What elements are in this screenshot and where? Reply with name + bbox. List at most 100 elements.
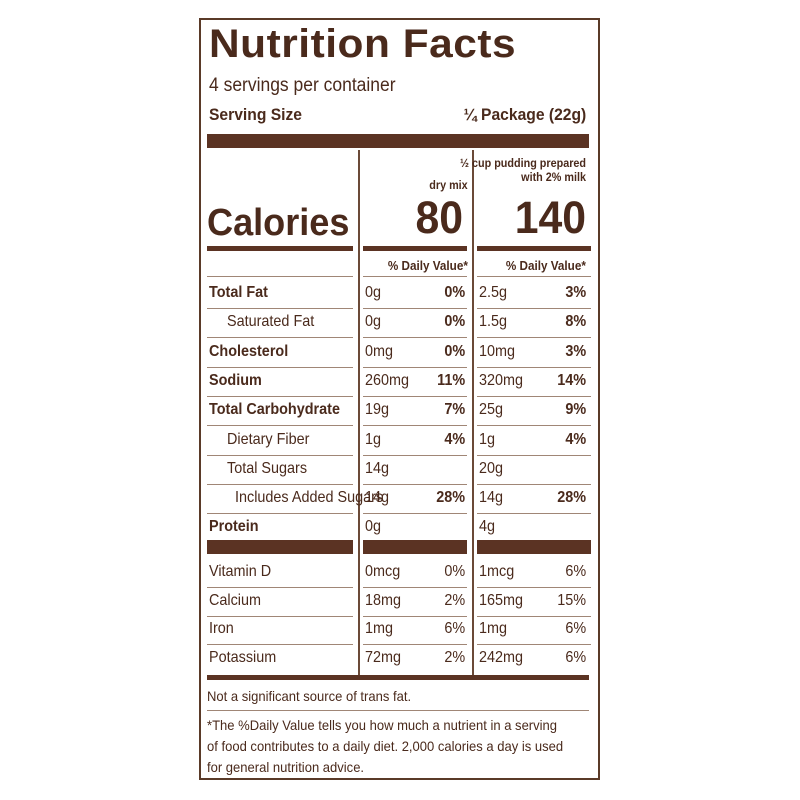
vitamin-row-rule: [363, 615, 467, 617]
label-title: Nutrition Facts: [209, 22, 517, 66]
vitamin-label: Iron: [209, 620, 234, 637]
nutrient-col2-dv: 28%: [557, 489, 586, 506]
nutrient-row-rule: [477, 308, 591, 310]
nutrient-row-rule: [477, 513, 591, 515]
nutrient-row-rule: [363, 337, 467, 339]
nutrient-row-rule: [207, 337, 353, 339]
vitamin-col1-dv: 0%: [444, 563, 465, 580]
nutrient-row-rule: [363, 484, 467, 486]
footer-bar: [207, 675, 589, 680]
serving-divider-bar: [207, 134, 589, 148]
vitamin-row-rule: [363, 586, 467, 588]
nutrient-col1-amount: 0mg: [365, 343, 394, 360]
col2-heading-line2: with 2% milk: [521, 170, 586, 184]
nutrient-col1-amount: 0g: [365, 284, 382, 301]
nutrient-col1-amount: 14g: [365, 489, 390, 506]
nutrient-row-rule: [477, 455, 591, 457]
vitamin-col1-amount: 72mg: [365, 649, 402, 666]
vitamin-row-rule: [207, 643, 353, 645]
nutrient-col1-dv: 0%: [444, 284, 465, 301]
nutrient-col1-amount: 19g: [365, 401, 390, 418]
nutrient-col2-dv: 4%: [565, 431, 586, 448]
calories-bar-col2: [477, 246, 591, 251]
vitamin-label: Vitamin D: [209, 563, 272, 580]
vitamin-col1-amount: 18mg: [365, 592, 402, 609]
nutrient-col2-dv: 8%: [565, 313, 586, 330]
servings-per-container: 4 servings per container: [209, 75, 396, 96]
nutrient-col2-amount: 25g: [479, 401, 504, 418]
vitamin-bar-label: [207, 540, 353, 554]
col1-calories: 80: [415, 192, 463, 243]
nutrient-row-rule: [363, 367, 467, 369]
trans-fat-note: Not a significant source of trans fat.: [207, 688, 412, 704]
column-divider-1: [358, 150, 360, 675]
vitamin-row-rule: [207, 615, 353, 617]
nutrient-col2-dv: 14%: [557, 372, 586, 389]
nutrient-label: Sodium: [209, 372, 262, 389]
vitamin-row-rule: [477, 615, 591, 617]
nutrient-row-rule: [477, 425, 591, 427]
nutrient-label: Cholesterol: [209, 343, 289, 360]
nutrient-label: Includes Added Sugars: [235, 489, 384, 506]
nutrient-col1-amount: 1g: [365, 431, 382, 448]
col1-dv-heading: % Daily Value*: [387, 258, 468, 273]
nutrient-col2-amount: 4g: [479, 518, 496, 535]
col1-heading-line2: dry mix: [429, 178, 468, 192]
nutrient-row-rule: [207, 367, 353, 369]
vitamin-col2-dv: 6%: [565, 620, 586, 637]
dv-heading-rule-col2: [477, 276, 591, 277]
nutrient-col2-amount: 10mg: [479, 343, 516, 360]
nutrient-row-rule: [363, 308, 467, 310]
nutrient-row-rule: [207, 396, 353, 398]
vitamin-col2-amount: 1mcg: [479, 563, 515, 580]
nutrient-row-rule: [207, 513, 353, 515]
col1-heading: dry mix: [430, 178, 468, 192]
nutrient-row-rule: [363, 396, 467, 398]
serving-size-value: ¼ Package (22g): [463, 105, 586, 124]
nutrient-row-rule: [363, 425, 467, 427]
nutrient-col2-amount: 20g: [479, 460, 504, 477]
nutrient-col2-dv: 9%: [565, 401, 586, 418]
col2-calories: 140: [514, 192, 586, 243]
vitamin-row-rule: [477, 643, 591, 645]
col2-heading-line1: ½ cup pudding prepared: [459, 156, 586, 170]
nutrient-row-rule: [477, 484, 591, 486]
vitamin-col1-amount: 1mg: [365, 620, 394, 637]
nutrient-label: Total Carbohydrate: [209, 401, 340, 418]
vitamin-bar-col2: [477, 540, 591, 554]
nutrient-label: Total Fat: [209, 284, 268, 301]
nutrient-col2-dv: 3%: [565, 343, 586, 360]
dv-heading-rule-col1: [363, 276, 467, 277]
nutrient-row-rule: [477, 367, 591, 369]
nutrient-row-rule: [363, 455, 467, 457]
footnote-line-1: *The %Daily Value tells you how much a n…: [207, 717, 558, 733]
nutrient-row-rule: [477, 396, 591, 398]
nutrient-col1-dv: 0%: [444, 343, 465, 360]
vitamin-bar-col1: [363, 540, 467, 554]
nutrient-row-rule: [477, 337, 591, 339]
nutrient-col2-amount: 1g: [479, 431, 496, 448]
vitamin-col2-amount: 165mg: [479, 592, 524, 609]
column-divider-2: [472, 150, 474, 675]
vitamin-col1-amount: 0mcg: [365, 563, 401, 580]
nutrient-col1-dv: 11%: [436, 372, 465, 389]
footnote-rule: [207, 710, 589, 711]
footnote-line-3: for general nutrition advice.: [207, 759, 365, 775]
vitamin-col2-amount: 1mg: [479, 620, 508, 637]
vitamin-row-rule: [477, 586, 591, 588]
dv-heading-rule-label: [207, 276, 353, 277]
vitamin-label: Calcium: [209, 592, 262, 609]
col2-dv-heading: % Daily Value*: [505, 258, 586, 273]
nutrient-col1-amount: 0g: [365, 313, 382, 330]
nutrient-row-rule: [207, 308, 353, 310]
nutrient-col1-dv: 7%: [444, 401, 465, 418]
nutrient-row-rule: [207, 455, 353, 457]
nutrient-col1-dv: 28%: [436, 489, 465, 506]
vitamin-label: Potassium: [209, 649, 277, 666]
nutrient-label: Dietary Fiber: [227, 431, 310, 448]
nutrition-facts-panel: Nutrition Facts 4 servings per container…: [199, 18, 600, 780]
footnote-line-2: of food contributes to a daily diet. 2,0…: [207, 738, 564, 754]
nutrient-col1-amount: 260mg: [365, 372, 410, 389]
col2-heading: ½ cup pudding prepared with 2% milk: [460, 156, 586, 184]
calories-bar-col1: [363, 246, 467, 251]
